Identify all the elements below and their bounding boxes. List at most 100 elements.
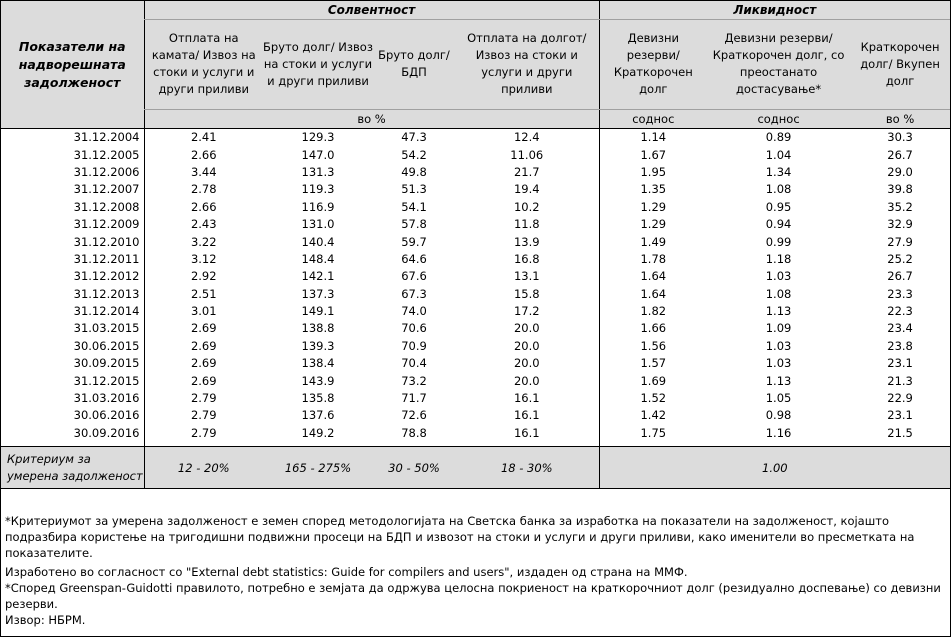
- cell-interest-export: 2.79: [143, 407, 263, 425]
- cell-shortterm-total: 23.1: [887, 356, 913, 371]
- cell-reserves-shortterm: 1.52: [598, 389, 708, 408]
- cell-reserves-residual: 1.08: [765, 182, 792, 197]
- row-date: 31.12.2012: [73, 269, 140, 284]
- row-date: 31.12.2006: [73, 164, 140, 179]
- cell-reserves-shortterm: 1.64: [598, 285, 708, 303]
- cell-reserves-residual: 1.03: [765, 269, 792, 284]
- table-row: 31.12.2007 2.78 119.3 51.3 19.4 1.35 1.08 39.8: [1, 181, 950, 199]
- cell-interest-export: 2.51: [143, 285, 263, 303]
- cell-debt-export: 116.9: [301, 199, 335, 214]
- criteria-liquidity-value: 1.00: [598, 446, 951, 490]
- cell-debt-gdp: 70.4: [401, 356, 427, 371]
- cell-repayment-export: 15.8: [513, 286, 540, 301]
- cell-repayment-export: 16.8: [513, 251, 540, 266]
- row-date: 31.12.2005: [73, 147, 140, 162]
- cell-shortterm-total: 26.7: [887, 269, 913, 284]
- cell-reserves-residual: 0.98: [765, 408, 792, 423]
- row-date: 31.12.2014: [73, 304, 140, 319]
- row-date: 30.09.2015: [73, 356, 140, 371]
- cell-repayment-export: 11.8: [513, 217, 540, 232]
- cell-shortterm-total: 30.3: [887, 130, 913, 145]
- cell-debt-export: 143.9: [301, 373, 335, 388]
- cell-reserves-shortterm: 1.35: [598, 181, 708, 199]
- cell-reserves-residual: 0.89: [765, 130, 792, 145]
- cell-reserves-shortterm: 1.69: [598, 372, 708, 390]
- row-date: 31.12.2008: [73, 199, 140, 214]
- table-row: 31.12.2013 2.51 137.3 67.3 15.8 1.64 1.08 23.3: [1, 285, 950, 303]
- cell-debt-export: 148.4: [301, 251, 335, 266]
- cell-repayment-export: 11.06: [510, 147, 544, 162]
- cell-repayment-export: 17.2: [513, 304, 540, 319]
- cell-reserves-shortterm: 1.14: [598, 128, 708, 147]
- external-debt-table: Показатели на надворешната задолженост С…: [1, 1, 951, 490]
- cell-interest-export: 2.69: [143, 372, 263, 390]
- row-date: 30.09.2016: [73, 425, 140, 440]
- table-row: 31.12.2006 3.44 131.3 49.8 21.7 1.95 1.34 29.0: [1, 163, 950, 182]
- table-row: 31.12.2010 3.22 140.4 59.7 13.9 1.49 0.99 27.9: [1, 233, 950, 251]
- cell-reserves-shortterm: 1.64: [598, 268, 708, 286]
- cell-repayment-export: 10.2: [513, 199, 540, 214]
- cell-repayment-export: 21.7: [513, 164, 540, 179]
- col-shortterm-total: Краткорочен долг/ Вкупен долг: [850, 19, 951, 110]
- cell-debt-gdp: 70.9: [401, 338, 427, 353]
- row-date: 30.06.2016: [73, 408, 140, 423]
- col-repayment-export: Отплата на долгот/ Извоз на стоки и услу…: [455, 19, 600, 110]
- cell-reserves-residual: 1.13: [765, 304, 792, 319]
- footnote-source: Извор: НБРМ.: [5, 613, 86, 627]
- cell-reserves-shortterm: 1.49: [598, 233, 708, 251]
- table-row: 31.12.2014 3.01 149.1 74.0 17.2 1.82 1.13 22.3: [1, 302, 950, 321]
- cell-repayment-export: 20.0: [513, 321, 540, 336]
- cell-debt-export: 129.3: [301, 130, 335, 145]
- cell-debt-gdp: 51.3: [401, 182, 427, 197]
- cell-reserves-shortterm: 1.42: [598, 407, 708, 425]
- cell-reserves-residual: 1.34: [765, 164, 792, 179]
- unit-ratio-1: соднос: [598, 109, 708, 130]
- cell-interest-export: 3.22: [143, 233, 263, 251]
- cell-reserves-residual: 0.99: [765, 234, 792, 249]
- cell-debt-gdp: 73.2: [401, 373, 427, 388]
- cell-debt-export: 149.1: [301, 304, 335, 319]
- cell-reserves-residual: 1.09: [765, 321, 792, 336]
- cell-shortterm-total: 22.9: [887, 391, 913, 406]
- cell-debt-export: 139.3: [301, 338, 335, 353]
- table-row: 31.12.2004 2.41 129.3 47.3 12.4 1.14 0.89 30.3: [1, 128, 950, 147]
- cell-repayment-export: 20.0: [513, 373, 540, 388]
- cell-reserves-shortterm: 1.78: [598, 250, 708, 269]
- cell-reserves-shortterm: 1.75: [598, 424, 708, 443]
- table-row: 31.03.2016 2.79 135.8 71.7 16.1 1.52 1.05 22.9: [1, 389, 950, 408]
- cell-debt-export: 138.8: [301, 321, 335, 336]
- cell-shortterm-total: 27.9: [887, 234, 913, 249]
- cell-reserves-residual: 1.18: [765, 251, 792, 266]
- cell-shortterm-total: 26.7: [887, 147, 913, 162]
- cell-reserves-residual: 1.13: [765, 373, 792, 388]
- row-date: 31.12.2011: [73, 251, 140, 266]
- cell-interest-export: 2.69: [143, 337, 263, 356]
- cell-interest-export: 2.79: [143, 389, 263, 408]
- indicator-header: Показатели на надворешната задолженост: [1, 1, 144, 129]
- cell-shortterm-total: 39.8: [887, 182, 913, 197]
- cell-debt-gdp: 57.8: [401, 217, 427, 232]
- row-date: 31.12.2013: [73, 286, 140, 301]
- col-debt-export: Бруто долг/ Извоз на стоки и услуги и др…: [263, 19, 373, 110]
- cell-debt-gdp: 74.0: [401, 304, 427, 319]
- table-row: 31.12.2009 2.43 131.0 57.8 11.8 1.29 0.94 32.9: [1, 215, 950, 234]
- cell-reserves-shortterm: 1.95: [598, 163, 708, 182]
- criteria-value: 18 - 30%: [455, 446, 600, 490]
- table-row: 31.12.2011 3.12 148.4 64.6 16.8 1.78 1.18 25.2: [1, 250, 950, 269]
- cell-interest-export: 2.78: [143, 181, 263, 199]
- cell-interest-export: 3.01: [143, 302, 263, 321]
- liquidity-group-header: Ликвидност: [598, 1, 951, 21]
- cell-reserves-residual: 1.05: [765, 391, 792, 406]
- row-date: 31.03.2015: [73, 321, 140, 336]
- cell-debt-export: 149.2: [301, 425, 335, 440]
- cell-reserves-residual: 0.94: [765, 217, 792, 232]
- row-date: 31.12.2010: [73, 234, 140, 249]
- cell-interest-export: 2.92: [143, 268, 263, 286]
- cell-interest-export: 3.44: [143, 163, 263, 182]
- criteria-label: Критериум за умерена задолженост: [1, 446, 144, 490]
- table-row: 30.09.2015 2.69 138.4 70.4 20.0 1.57 1.03 23.1: [1, 355, 950, 373]
- table-row: 31.12.2008 2.66 116.9 54.1 10.2 1.29 0.95 35.2: [1, 198, 950, 216]
- cell-debt-gdp: 67.3: [401, 286, 427, 301]
- cell-debt-gdp: 54.2: [401, 147, 427, 162]
